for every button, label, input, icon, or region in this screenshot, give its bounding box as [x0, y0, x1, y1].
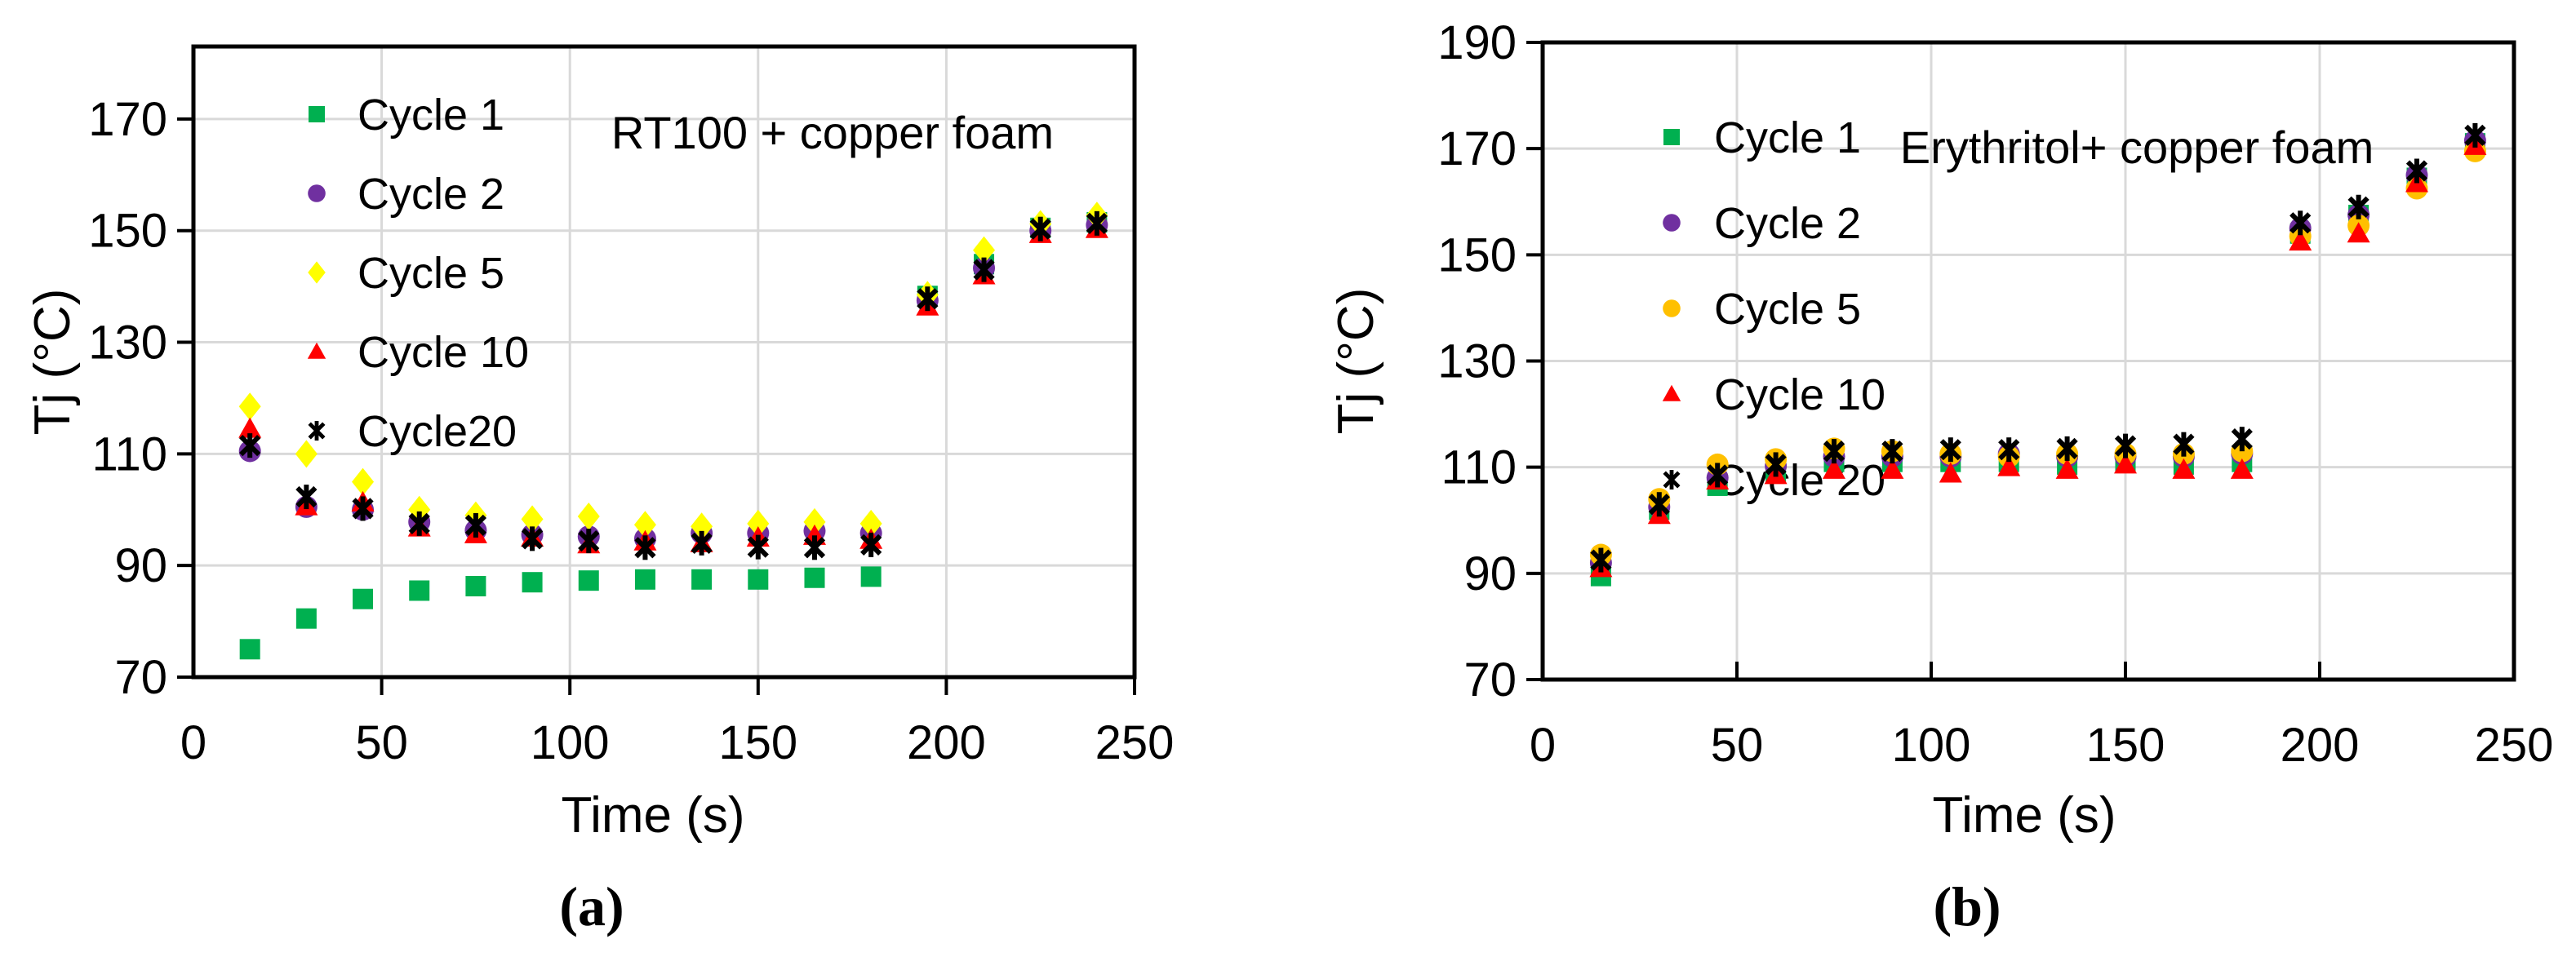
y-axis-label: Tj (°C)	[24, 289, 81, 436]
axis-ticks	[1526, 41, 2516, 681]
y-tick-label: 150	[88, 205, 167, 258]
x-tick-label: 250	[1095, 716, 1175, 769]
legend-item-cycle-10: Cycle 10	[1662, 370, 1885, 419]
diamond-marker-icon	[308, 261, 326, 284]
caption-b: (b)	[1933, 875, 2001, 937]
square-marker-icon	[309, 106, 325, 122]
gridlines	[1543, 42, 2514, 680]
y-tick-label: 150	[1437, 228, 1517, 281]
triangle-marker-icon	[307, 342, 326, 359]
x-tick-label: 150	[718, 716, 797, 769]
legend-label: Cycle 2	[358, 170, 504, 219]
y-tick-label: 70	[114, 651, 167, 704]
y-axis-label: Tj (°C)	[1328, 288, 1384, 435]
x-tick-label: 250	[2475, 719, 2554, 772]
x-tick-labels: 0 50 100 150 200 250	[1530, 719, 2554, 772]
circle-marker-icon	[1663, 299, 1681, 317]
y-tick-label: 90	[114, 539, 167, 592]
circle-marker-icon	[1663, 214, 1681, 232]
y-tick-label: 70	[1463, 653, 1517, 706]
circle-marker-icon	[308, 184, 326, 202]
x-axis-label: Time (s)	[1933, 787, 2116, 844]
y-tick-label: 130	[1437, 335, 1517, 388]
y-tick-label: 130	[88, 317, 167, 370]
y-tick-label: 170	[1437, 122, 1517, 175]
figure-panel-a: 70 90 110 130 150 170 0 50 100 150 200 250 RT100 + c…	[24, 44, 1175, 937]
legend-label: Cycle20	[358, 407, 517, 456]
axis-ticks	[177, 117, 1136, 695]
legend-item-cycle-2: Cycle 2	[1663, 199, 1861, 248]
y-tick-label: 190	[1437, 16, 1517, 69]
y-tick-label: 110	[92, 427, 167, 481]
legend-item-cycle-20: Cycle 20	[1663, 456, 1885, 505]
caption-a: (a)	[559, 875, 624, 937]
series-cycle-2	[1589, 129, 2486, 574]
x-tick-labels: 0 50 100 150 200 250	[180, 716, 1175, 769]
legend-label: Cycle 20	[1714, 456, 1885, 505]
x-tick-label: 0	[180, 716, 207, 769]
chart-title: Erythritol+ copper foam	[1900, 122, 2374, 173]
legend: Cycle 1 Cycle 2 Cycle 5 Cycle 10 Cycle20	[307, 91, 529, 456]
x-tick-label: 100	[531, 716, 610, 769]
asterisk-marker-icon	[308, 421, 326, 441]
legend-item-cycle-1: Cycle 1	[309, 91, 504, 140]
x-tick-label: 200	[907, 716, 986, 769]
legend-item-cycle-10: Cycle 10	[307, 328, 529, 377]
chart-a: 70 90 110 130 150 170 0 50 100 150 200 250 RT100 + c…	[24, 44, 1175, 844]
triangle-marker-icon	[1662, 384, 1681, 401]
square-marker-icon	[1663, 129, 1680, 145]
series-cycle-20	[1590, 122, 2486, 573]
legend-item-cycle-1: Cycle 1	[1663, 113, 1861, 162]
legend-label: Cycle 5	[1714, 285, 1861, 334]
legend-label: Cycle 5	[358, 249, 504, 298]
legend: Cycle 1 Cycle 2 Cycle 5 Cycle 10 Cycle 20	[1662, 113, 1885, 505]
legend-label: Cycle 1	[358, 91, 504, 140]
legend-item-cycle-5: Cycle 5	[1663, 285, 1861, 334]
plot-border	[191, 44, 1137, 680]
y-tick-labels: 70 90 110 130 150 170 190	[1437, 16, 1517, 706]
y-tick-label: 110	[1441, 441, 1517, 494]
legend-label: Cycle 10	[1714, 370, 1885, 419]
x-tick-label: 0	[1530, 719, 1556, 772]
chart-title: RT100 + copper foam	[611, 107, 1054, 158]
y-tick-label: 90	[1463, 547, 1517, 600]
x-tick-label: 50	[1711, 719, 1764, 772]
y-tick-labels: 70 90 110 130 150 170	[88, 93, 167, 704]
legend-label: Cycle 1	[1714, 113, 1861, 162]
legend-item-cycle-2: Cycle 2	[308, 170, 504, 219]
legend-label: Cycle 2	[1714, 199, 1861, 248]
legend-item-cycle20: Cycle20	[308, 407, 517, 456]
legend-label: Cycle 10	[358, 328, 529, 377]
x-tick-label: 150	[2086, 719, 2165, 772]
x-tick-label: 50	[355, 716, 408, 769]
figure-panel-b: 70 90 110 130 150 170 190 0 50 100 150 200 250 Erythr…	[1288, 0, 2576, 970]
y-tick-label: 170	[88, 93, 167, 146]
asterisk-marker-icon	[1663, 470, 1681, 489]
legend-item-cycle-5: Cycle 5	[308, 249, 504, 298]
chart-b: 70 90 110 130 150 170 190 0 50 100 150 200 250 Erythr…	[1328, 16, 2554, 844]
x-tick-label: 100	[1892, 719, 1971, 772]
series-cycle20	[239, 210, 1108, 560]
gridlines	[193, 47, 1135, 677]
x-tick-label: 200	[2281, 719, 2360, 772]
x-axis-label: Time (s)	[562, 787, 745, 844]
